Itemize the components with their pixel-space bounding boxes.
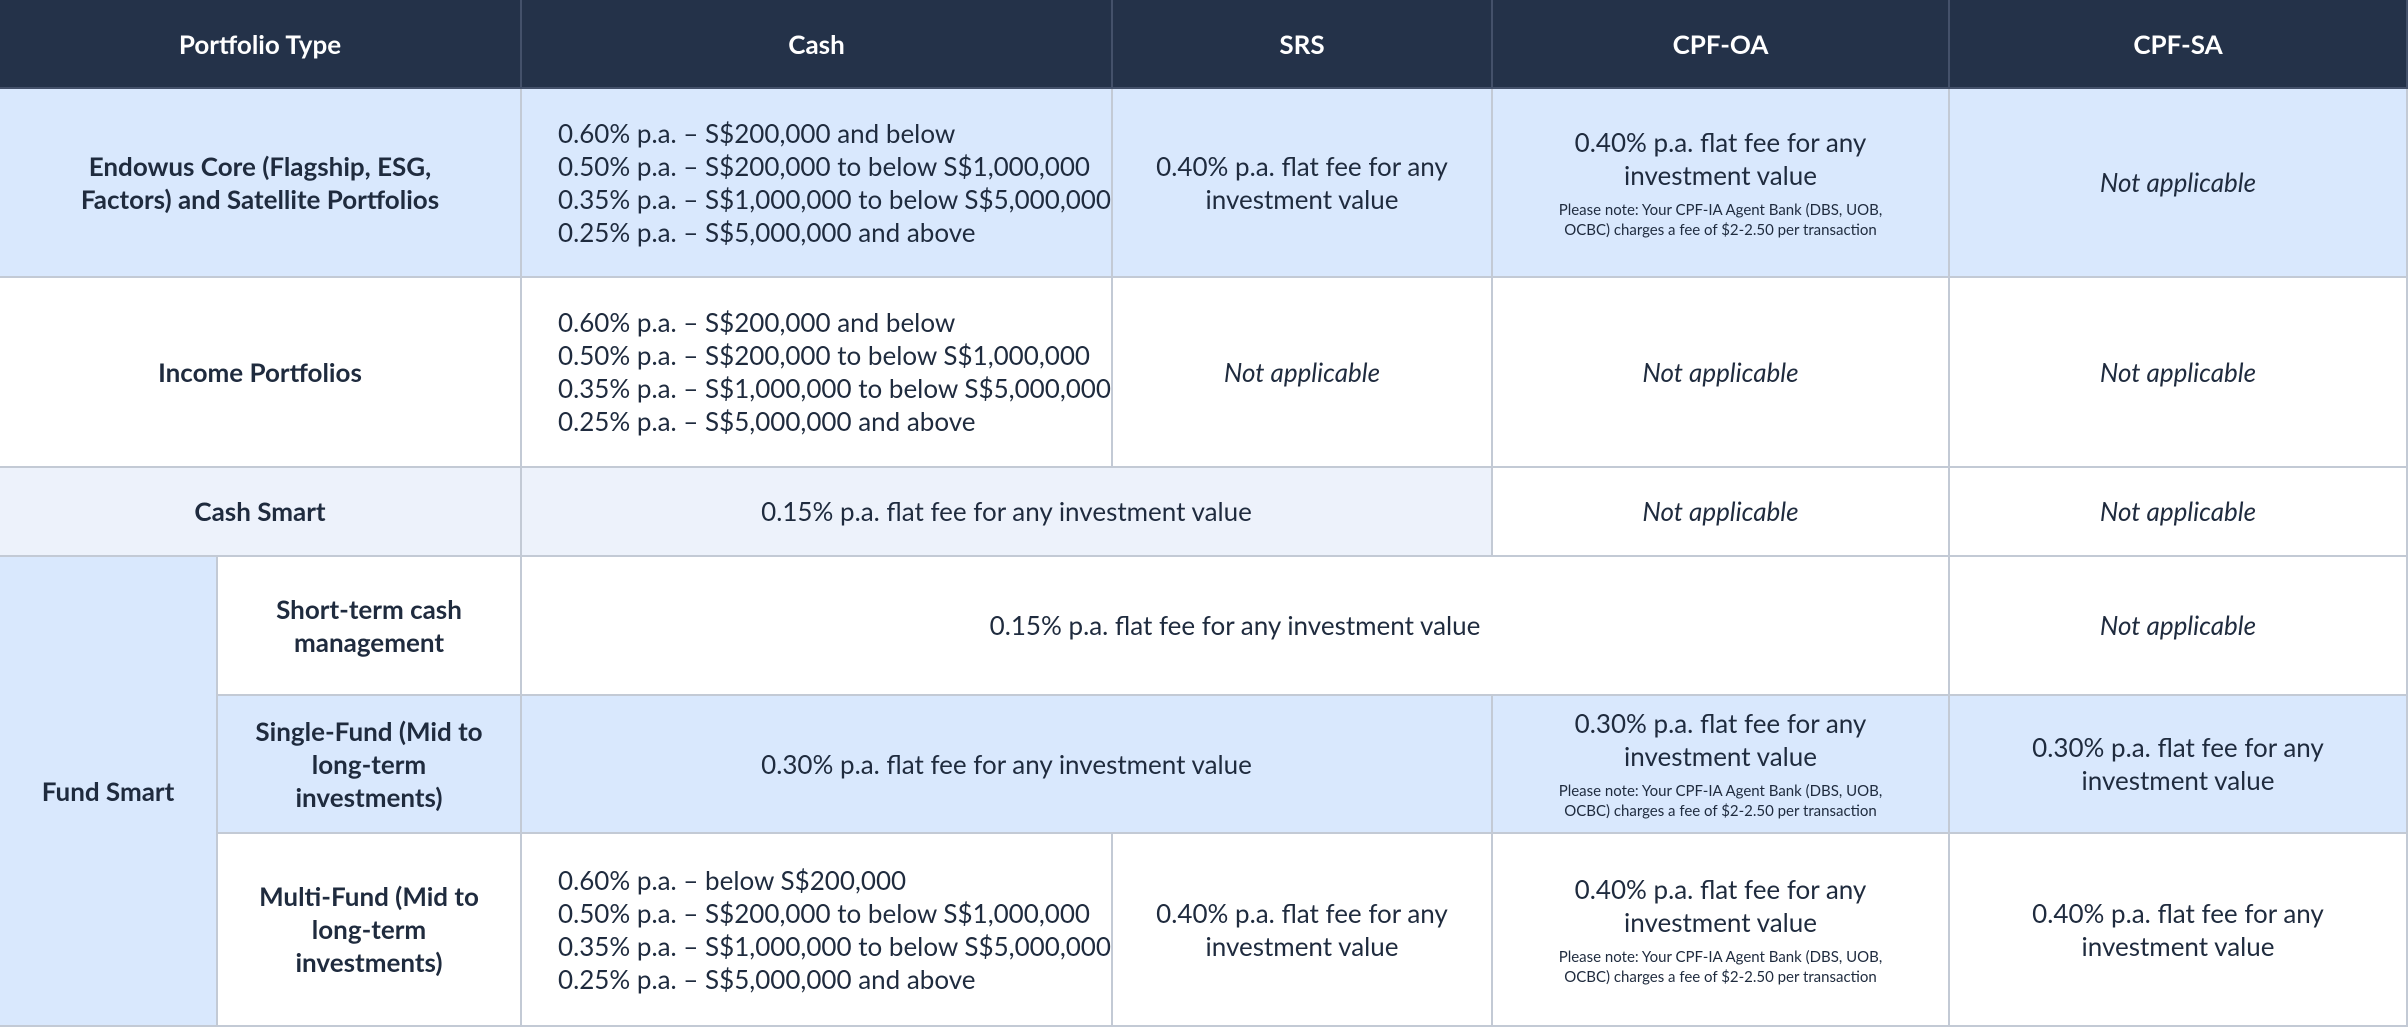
row-label-cell: Short-term cash management: [218, 557, 522, 696]
fee-tier: 0.35% p.a. – S$1,000,000 to below S$5,00…: [558, 372, 1111, 404]
fee-text: Not applicable: [2099, 355, 2257, 388]
fee-tier: 0.50% p.a. – S$200,000 to below S$1,000,…: [558, 339, 1090, 371]
fee-cell: Not applicable: [1493, 468, 1950, 557]
fee-note: Please note: Your CPF-IA Agent Bank (DBS…: [1558, 782, 1883, 820]
row-label-cell: Cash Smart: [0, 468, 522, 557]
row-label: Multi-Fund (Mid to long-term investments…: [259, 880, 479, 978]
fee-text: 0.40% p.a. flat fee for any investment v…: [1574, 872, 1867, 938]
fee-text: Not applicable: [1223, 355, 1381, 388]
header-cell: CPF-OA: [1493, 0, 1950, 89]
fee-text: 0.40% p.a. flat fee for any investment v…: [2032, 896, 2324, 962]
fee-tier: 0.35% p.a. – S$1,000,000 to below S$5,00…: [558, 929, 1111, 962]
fee-cell: 0.30% p.a. flat fee for any investment v…: [1950, 696, 2408, 834]
row-label-cell: Income Portfolios: [0, 278, 522, 468]
fee-text: 0.30% p.a. flat fee for any investment v…: [761, 747, 1252, 780]
fee-cell: Not applicable: [1950, 468, 2408, 557]
fee-text: 0.40% p.a. flat fee for any investment v…: [1574, 125, 1867, 191]
fee-tier: 0.25% p.a. – S$5,000,000 and above: [558, 962, 976, 995]
fee-tier: 0.60% p.a. – S$200,000 and below: [558, 306, 956, 338]
header-text: Portfolio Type: [178, 27, 342, 60]
row-label: Endowus Core (Flagship, ESG, Factors) an…: [80, 149, 440, 215]
header-cell: Cash: [522, 0, 1113, 89]
fee-cell: Not applicable: [1950, 557, 2408, 696]
header-cell: CPF-SA: [1950, 0, 2408, 89]
fee-cell: 0.30% p.a. flat fee for any investment v…: [1493, 696, 1950, 834]
fee-cell: 0.15% p.a. flat fee for any investment v…: [522, 468, 1493, 557]
header-cell: SRS: [1113, 0, 1493, 89]
fee-text: Not applicable: [2099, 166, 2257, 198]
row-label: Short-term cash management: [276, 592, 462, 658]
row-label: Single-Fund (Mid to long-term investment…: [255, 714, 483, 813]
row-label-cell: Single-Fund (Mid to long-term investment…: [218, 696, 522, 834]
fee-cell: 0.40% p.a. flat fee for any investment v…: [1950, 834, 2408, 1027]
fee-cell: 0.40% p.a. flat fee for any investment v…: [1493, 89, 1950, 278]
fee-cell: Not applicable: [1950, 278, 2408, 468]
fee-text: Not applicable: [2099, 495, 2257, 527]
fee-text: 0.30% p.a. flat fee for any investment v…: [1574, 707, 1867, 772]
fee-tier: 0.25% p.a. – S$5,000,000 and above: [558, 215, 976, 248]
row-label: Cash Smart: [194, 495, 326, 527]
header-text: CPF-OA: [1672, 27, 1769, 60]
fee-tier: 0.60% p.a. – S$200,000 and below: [558, 116, 956, 149]
fee-cell: Not applicable: [1493, 278, 1950, 468]
fee-tiers-cell: 0.60% p.a. – S$200,000 and below 0.50% p.…: [522, 278, 1113, 468]
header-text: SRS: [1279, 27, 1325, 60]
fee-text: 0.40% p.a. flat fee for any investment v…: [1156, 896, 1448, 962]
fee-text: Not applicable: [2099, 609, 2257, 641]
fee-tier: 0.50% p.a. – S$200,000 to below S$1,000,…: [558, 149, 1090, 182]
fee-tiers-cell: 0.60% p.a. – S$200,000 and below 0.50% p.…: [522, 89, 1113, 278]
fee-text: 0.30% p.a. flat fee for any investment v…: [2032, 731, 2324, 796]
fee-tier: 0.50% p.a. – S$200,000 to below S$1,000,…: [558, 896, 1090, 929]
fee-cell: 0.30% p.a. flat fee for any investment v…: [522, 696, 1493, 834]
fee-cell: 0.40% p.a. flat fee for any investment v…: [1113, 89, 1493, 278]
fee-text: 0.15% p.a. flat fee for any investment v…: [761, 495, 1252, 527]
fee-tiers-cell: 0.60% p.a. – below S$200,000 0.50% p.a. –…: [522, 834, 1113, 1027]
row-label: Income Portfolios: [158, 355, 362, 388]
fee-text: 0.15% p.a. flat fee for any investment v…: [989, 609, 1481, 641]
fee-text: Not applicable: [1642, 495, 1799, 527]
fee-cell: 0.40% p.a. flat fee for any investment v…: [1493, 834, 1950, 1027]
fee-cell: 0.15% p.a. flat fee for any investment v…: [522, 557, 1950, 696]
fee-cell: 0.40% p.a. flat fee for any investment v…: [1113, 834, 1493, 1027]
fee-note: Please note: Your CPF-IA Agent Bank (DBS…: [1558, 947, 1883, 986]
fee-text: Not applicable: [1642, 355, 1799, 388]
header-text: Cash: [788, 27, 845, 60]
fee-tier: 0.25% p.a. – S$5,000,000 and above: [558, 405, 976, 437]
fee-cell: Not applicable: [1950, 89, 2408, 278]
fee-text: 0.40% p.a. flat fee for any investment v…: [1156, 149, 1448, 215]
row-label-cell: Multi-Fund (Mid to long-term investments…: [218, 834, 522, 1027]
fee-tier: 0.60% p.a. – below S$200,000: [558, 863, 907, 896]
header-cell: Portfolio Type: [0, 0, 522, 89]
header-text: CPF-SA: [2133, 27, 2223, 60]
fee-tier: 0.35% p.a. – S$1,000,000 to below S$5,00…: [558, 182, 1111, 215]
fee-cell: Not applicable: [1113, 278, 1493, 468]
group-cell: Fund Smart: [0, 557, 218, 1027]
fee-note: Please note: Your CPF-IA Agent Bank (DBS…: [1558, 200, 1883, 239]
row-label-cell: Endowus Core (Flagship, ESG, Factors) an…: [0, 89, 522, 278]
group-label: Fund Smart: [41, 774, 175, 807]
